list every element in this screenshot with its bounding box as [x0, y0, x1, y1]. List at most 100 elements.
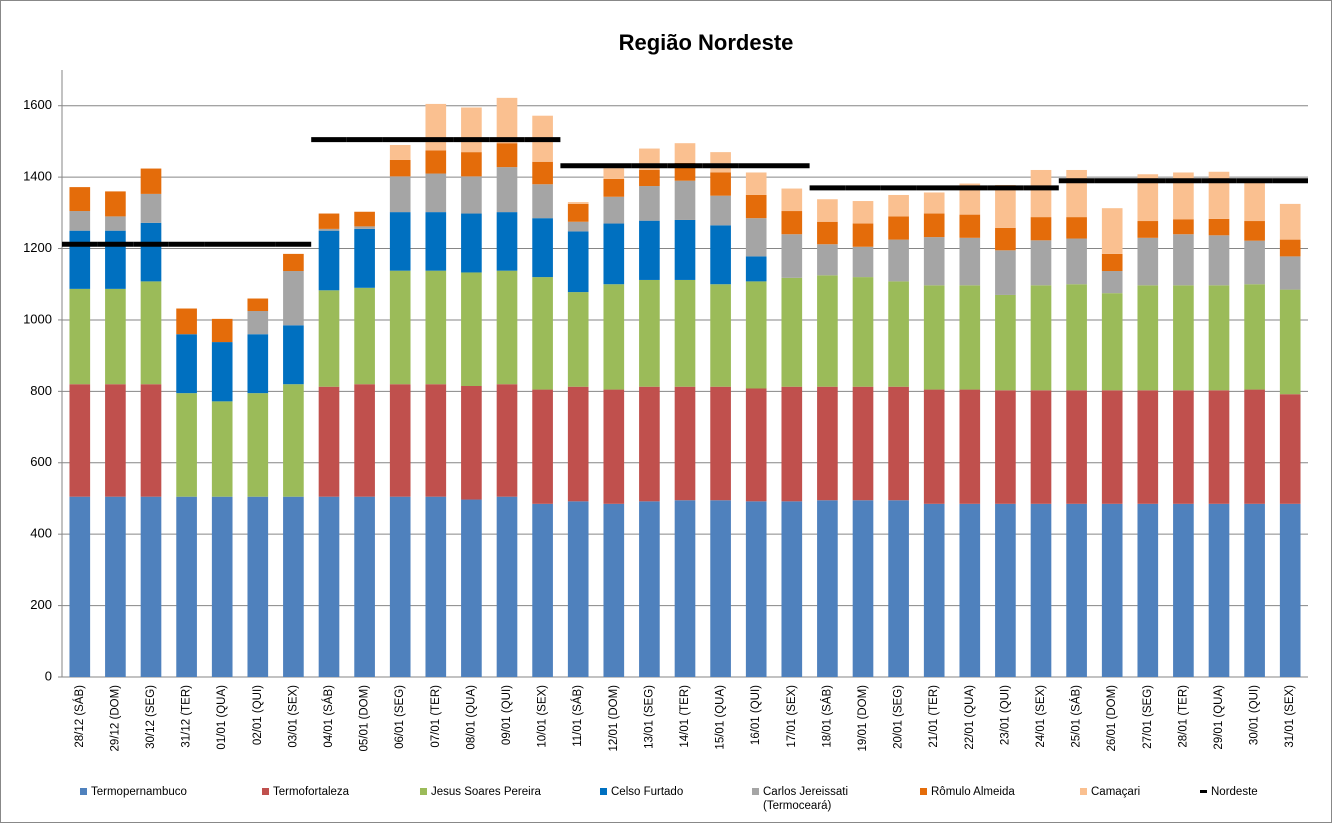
- bar-segment: [710, 172, 731, 196]
- legend-swatch: [920, 788, 927, 795]
- bar-segment: [959, 389, 981, 504]
- bar-segment: [923, 213, 945, 238]
- bar-segment: [1279, 239, 1301, 257]
- bar-segment: [1066, 284, 1087, 391]
- bar-segment: [674, 279, 696, 387]
- bar-segment: [781, 386, 803, 502]
- bar-segment: [496, 143, 518, 168]
- bar-segment: [496, 384, 518, 497]
- bar-segment: [318, 496, 340, 677]
- x-tick-label: 30/01 (QUI): [1249, 685, 1261, 745]
- bar-segment: [745, 388, 767, 502]
- bar-segment: [283, 384, 304, 497]
- bar-segment: [532, 161, 553, 185]
- bar-segment: [710, 152, 731, 173]
- bar-segment: [567, 202, 589, 204]
- legend-item: Rômulo Almeida: [920, 785, 1015, 799]
- bar-segment: [745, 172, 767, 195]
- bar-segment: [354, 384, 375, 497]
- bar-segment: [532, 218, 553, 278]
- bar-segment: [1173, 172, 1194, 220]
- bar-segment: [817, 386, 838, 501]
- bar-segment: [888, 281, 909, 387]
- bar-segment: [1173, 503, 1194, 677]
- x-tick-label: 17/01 (SEX): [786, 685, 798, 748]
- bar-segment: [1101, 253, 1123, 272]
- bar-segment: [1066, 217, 1087, 239]
- bar-segment: [140, 193, 162, 223]
- bar-segment: [781, 211, 803, 235]
- bar-segment: [603, 168, 625, 179]
- legend-swatch: [752, 788, 759, 795]
- bar-segment: [211, 496, 233, 677]
- bar-segment: [1173, 219, 1194, 235]
- y-tick-label: 200: [30, 597, 52, 612]
- bar-segment: [389, 176, 411, 213]
- bar-segment: [318, 290, 340, 387]
- legend-item: Carlos Jereissati (Termoceará): [752, 785, 882, 813]
- bar-segment: [318, 386, 340, 497]
- bar-segment: [852, 223, 874, 247]
- bar-segment: [959, 503, 981, 677]
- y-tick-label: 1000: [23, 311, 52, 326]
- bar-segment: [1279, 394, 1301, 504]
- bar-segment: [69, 384, 91, 497]
- bar-segment: [603, 389, 625, 504]
- x-tick-label: 14/01 (TER): [679, 685, 691, 748]
- bar-segment: [105, 496, 126, 677]
- bar-segment: [1101, 390, 1123, 504]
- x-tick-label: 31/01 (SEX): [1284, 685, 1296, 748]
- bar-segment: [1244, 182, 1265, 222]
- y-tick-label: 1400: [23, 169, 52, 184]
- bar-segment: [176, 496, 197, 677]
- legend-label: Jesus Soares Pereira: [431, 786, 541, 798]
- bar-segment: [354, 228, 375, 288]
- x-tick-label: 05/01 (DOM): [359, 685, 371, 752]
- bar-segment: [995, 294, 1016, 391]
- bar-segment: [1279, 289, 1301, 395]
- x-tick-label: 23/01 (QUI): [999, 685, 1011, 745]
- bar-segment: [710, 195, 731, 226]
- bar-segment: [425, 173, 447, 213]
- bar-segment: [461, 107, 482, 153]
- bar-segment: [354, 287, 375, 385]
- bar-segment: [639, 501, 660, 677]
- bar-segment: [674, 143, 696, 163]
- bar-segment: [354, 496, 375, 677]
- bar-segment: [817, 500, 838, 677]
- bar-segment: [567, 203, 589, 222]
- legend-label: Rômulo Almeida: [931, 786, 1015, 798]
- x-tick-label: 06/01 (SEG): [394, 685, 406, 749]
- bar-segment: [1208, 390, 1230, 504]
- x-tick-label: 09/01 (QUI): [501, 685, 513, 745]
- x-tick-label: 26/01 (DOM): [1106, 685, 1118, 752]
- bar-segment: [354, 211, 375, 227]
- legend-label: Camaçari: [1091, 786, 1141, 798]
- bar-segment: [1101, 293, 1123, 391]
- bar-segment: [425, 212, 447, 271]
- bar-segment: [211, 318, 233, 343]
- x-tick-label: 02/01 (QUI): [252, 685, 264, 745]
- bar-segment: [1066, 169, 1087, 218]
- bar-segment: [852, 277, 874, 387]
- bar-segment: [389, 496, 411, 677]
- bar-segment: [1208, 235, 1230, 286]
- bar-segment: [959, 214, 981, 238]
- legend-item: Termopernambuco: [80, 785, 187, 799]
- x-tick-label: 13/01 (SEG): [643, 685, 655, 749]
- legend-item: Celso Furtado: [600, 785, 683, 799]
- bar-segment: [639, 169, 660, 187]
- x-tick-label: 25/01 (SÁB): [1070, 685, 1083, 748]
- bar-segment: [603, 178, 625, 197]
- bar-segment: [959, 237, 981, 286]
- x-tick-label: 31/12 (TER): [181, 685, 193, 748]
- bar-segment: [745, 218, 767, 257]
- bar-segment: [674, 219, 696, 280]
- bar-segment: [1208, 285, 1230, 391]
- bar-segment: [532, 503, 553, 677]
- legend-swatch: [262, 788, 269, 795]
- bar-segment: [176, 393, 197, 497]
- bar-segment: [710, 500, 731, 677]
- bar-segment: [247, 334, 269, 394]
